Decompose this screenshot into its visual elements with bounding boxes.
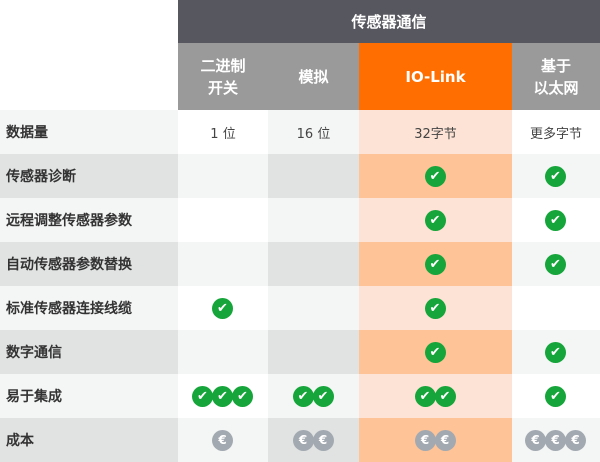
check-circle-icon: ✔: [545, 385, 566, 407]
row-label: 传感器诊断: [0, 154, 178, 198]
table-row: 易于集成 ✔ ✔ ✔ ✔ ✔ ✔ ✔ ✔: [0, 374, 600, 418]
table-cell: 1 位: [178, 110, 268, 154]
table-cell: [268, 286, 359, 330]
table-cell: ✔ ✔ ✔: [178, 374, 268, 418]
row-label: 成本: [0, 418, 178, 462]
euro-coin-icon: €: [292, 429, 314, 451]
check-circle-icon: ✔: [424, 253, 446, 275]
table-cell: [512, 286, 600, 330]
euro-coin-icon: €: [414, 429, 436, 451]
table-row: 传感器诊断 ✔ ✔: [0, 154, 600, 198]
table-cell: ✔: [359, 154, 512, 198]
row-label: 易于集成: [0, 374, 178, 418]
table-title: 传感器通信: [178, 0, 600, 43]
table-cell: € €: [268, 418, 359, 462]
euro-coin-icon: €: [212, 429, 233, 451]
table-cell: [178, 330, 268, 374]
euro-coin-icon: €: [545, 429, 566, 451]
table-cell: ✔: [512, 330, 600, 374]
table-cell: ✔: [178, 286, 268, 330]
table-cell: ✔: [512, 198, 600, 242]
table-row: 数字通信 ✔ ✔: [0, 330, 600, 374]
column-header-io-link: IO-Link: [359, 43, 512, 110]
table-cell: [178, 242, 268, 286]
check-circle-icon: ✔: [545, 253, 566, 275]
row-label: 远程调整传感器参数: [0, 198, 178, 242]
table-cell: ✔: [359, 198, 512, 242]
check-circle-icon: ✔: [424, 297, 446, 319]
euro-coin-icon: €: [312, 429, 334, 451]
euro-coin-icon: €: [565, 429, 586, 451]
table-row: 成本 € € € € € € € €: [0, 418, 600, 462]
row-label: 数据量: [0, 110, 178, 154]
table-cell: ✔: [359, 330, 512, 374]
table-row: 数据量 1 位 16 位 32字节 更多字节: [0, 110, 600, 154]
table-cell: € €: [359, 418, 512, 462]
table-cell: ✔ ✔: [359, 374, 512, 418]
table-cell: [178, 198, 268, 242]
table-cell: ✔ ✔: [268, 374, 359, 418]
check-circle-icon: ✔: [424, 165, 446, 187]
row-label: 数字通信: [0, 330, 178, 374]
check-circle-icon: ✔: [545, 341, 566, 363]
check-circle-icon: ✔: [424, 341, 446, 363]
check-circle-icon: ✔: [545, 165, 566, 187]
table-row: 标准传感器连接线缆 ✔ ✔: [0, 286, 600, 330]
column-header-binary-switch: 二进制 开关: [178, 43, 268, 110]
table-cell: ✔: [512, 242, 600, 286]
table-cell: [268, 330, 359, 374]
table-row: 自动传感器参数替换 ✔ ✔: [0, 242, 600, 286]
euro-coin-icon: €: [434, 429, 456, 451]
column-header-ethernet: 基于 以太网: [512, 43, 600, 110]
table-cell: 更多字节: [512, 110, 600, 154]
table-cell: [178, 154, 268, 198]
check-circle-icon: ✔: [292, 385, 314, 407]
table-cell: ✔: [512, 154, 600, 198]
table-cell: [268, 154, 359, 198]
table-cell: €: [178, 418, 268, 462]
row-label: 自动传感器参数替换: [0, 242, 178, 286]
check-circle-icon: ✔: [434, 385, 456, 407]
check-circle-icon: ✔: [212, 385, 233, 407]
euro-coin-icon: €: [525, 429, 546, 451]
table-cell: ✔: [512, 374, 600, 418]
table-cell: [268, 242, 359, 286]
check-circle-icon: ✔: [312, 385, 334, 407]
table-row: 远程调整传感器参数 ✔ ✔: [0, 198, 600, 242]
table-cell: 16 位: [268, 110, 359, 154]
check-circle-icon: ✔: [424, 209, 446, 231]
table-cell: ✔: [359, 242, 512, 286]
check-circle-icon: ✔: [414, 385, 436, 407]
check-circle-icon: ✔: [192, 385, 213, 407]
table-cell: [268, 198, 359, 242]
table-cell: ✔: [359, 286, 512, 330]
check-circle-icon: ✔: [212, 297, 233, 319]
table-cell: 32字节: [359, 110, 512, 154]
check-circle-icon: ✔: [232, 385, 253, 407]
table-cell: € € €: [512, 418, 600, 462]
check-circle-icon: ✔: [545, 209, 566, 231]
row-label: 标准传感器连接线缆: [0, 286, 178, 330]
column-header-analog: 模拟: [268, 43, 359, 110]
